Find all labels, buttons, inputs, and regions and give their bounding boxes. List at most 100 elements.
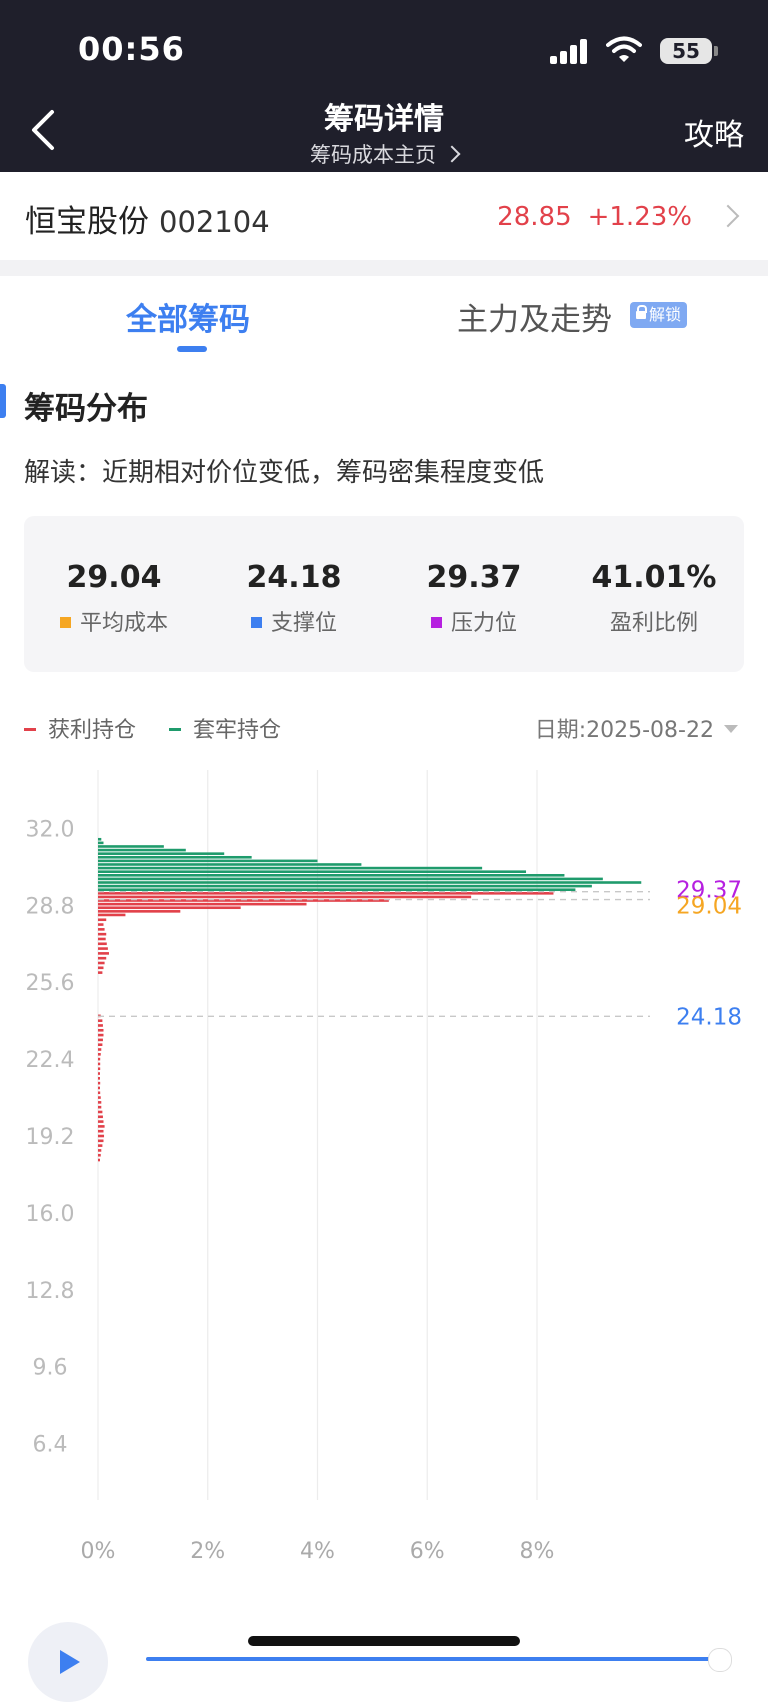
chip-bar [98,956,107,960]
top-header: 00:56 55 筹码详情 筹码成本主页 攻略 [0,0,768,172]
stat-value: 29.04 [66,560,162,595]
chip-bar [98,1086,100,1090]
reference-label: 24.18 [676,1004,742,1030]
tab-main-force-trend[interactable]: 主力及走势 [457,302,612,338]
stat-value: 24.18 [246,560,342,595]
chip-bar [98,918,107,922]
stock-row[interactable]: 恒宝股份 002104 28.85 +1.23% [0,172,768,260]
chip-bar [98,855,252,859]
stat-label: 平均成本 [79,611,168,636]
wifi-icon [606,36,642,62]
chip-bar [98,1149,102,1152]
chip-bar [98,902,307,906]
chip-bar [98,881,642,884]
chip-bar [98,942,107,946]
stock-quote: 28.85 +1.23% [497,202,692,232]
cost-homepage-label: 筹码成本主页 [310,143,436,167]
stat-support: 24.18 支撑位 [204,560,384,637]
trapped-swatch [169,727,182,731]
section-title: 筹码分布 [24,391,148,427]
y-tick-label: 32.0 [26,817,75,842]
stat-profit-ratio: 41.01% 盈利比例 [564,560,744,637]
back-icon[interactable] [26,108,60,152]
divider [0,260,768,276]
stat-average-cost: 29.04 平均成本 [24,560,204,637]
chip-bar [98,1062,101,1066]
stock-code: 002104 [159,205,270,239]
chip-bar [98,845,164,848]
x-tick-label: 8% [520,1539,555,1564]
chart-legend: 获利持仓 套牢持仓 [24,712,307,744]
caret-down-icon [724,725,738,733]
guide-link[interactable]: 攻略 [684,118,744,153]
chip-bar [98,913,126,917]
home-indicator [248,1636,520,1646]
chip-bar [98,1028,104,1032]
stock-name-block: 恒宝股份 002104 [25,196,270,241]
chip-bar [98,1153,101,1157]
chip-bar [98,1129,104,1133]
date-text: 日期:2025-08-22 [534,718,714,743]
stat-label-wrap: 压力位 [384,605,564,637]
stat-value: 29.37 [426,560,522,595]
chip-bar [98,852,225,855]
legend-label: 套牢持仓 [193,718,282,743]
chip-bar [98,971,103,974]
stock-price: 28.85 [497,202,572,232]
chip-bar [98,932,107,936]
legend-profit: 获利持仓 [24,712,136,744]
y-tick-label: 6.4 [33,1433,68,1458]
chip-bar [98,877,603,881]
unlock-badge[interactable]: 解锁 [630,302,688,328]
chip-bar [98,892,554,895]
chip-bar [98,1120,104,1123]
x-tick-label: 4% [300,1539,335,1564]
chip-bar [98,1067,101,1071]
section-marker [0,384,6,418]
tab-all-chips[interactable]: 全部筹码 [126,302,250,338]
chip-bar [98,906,241,910]
chip-bar [98,1115,103,1119]
stock-change: +1.23% [587,202,692,232]
chip-bar [98,1081,101,1085]
chip-bar [98,848,186,852]
chip-bar [98,947,108,950]
chip-bar [98,961,105,965]
stat-pressure: 29.37 压力位 [384,560,564,637]
chip-bar [98,923,104,926]
y-tick-label: 25.6 [26,971,75,996]
chip-bar [98,895,472,899]
chip-bar [98,1024,103,1027]
chip-bar [98,1033,104,1037]
chip-bar [98,1057,101,1061]
chip-bar [98,859,318,863]
chip-bar [98,841,104,845]
chip-bar [98,952,109,955]
chip-bar [98,1053,101,1056]
chip-bar [98,1077,100,1080]
progress-track[interactable] [146,1657,714,1661]
chip-bar [98,874,565,877]
unlock-label: 解锁 [649,305,682,324]
chip-bar [98,1096,101,1099]
legend-trapped: 套牢持仓 [169,712,281,744]
chip-bar [98,1125,105,1128]
stat-label-wrap: 平均成本 [24,605,204,637]
date-selector[interactable]: 日期:2025-08-22 [535,712,738,744]
chip-bar [98,1134,105,1138]
signal-icon [550,38,588,64]
chevron-right-icon [716,204,740,228]
chip-bar [98,1110,103,1114]
play-button[interactable] [28,1622,108,1702]
stats-card: 29.04 平均成本 24.18 支撑位 29.37 压力位 41.01% 盈利… [24,516,744,672]
cost-homepage-link[interactable]: 筹码成本主页 [0,139,768,169]
chip-bar [98,937,106,941]
y-tick-label: 19.2 [26,1125,75,1150]
chip-bar [98,1101,102,1104]
progress-knob[interactable] [708,1648,732,1672]
chip-bar [98,928,105,931]
page-title: 筹码详情 [324,102,444,137]
y-tick-label: 12.8 [26,1279,75,1304]
x-tick-label: 6% [410,1539,445,1564]
battery-icon: 55 [660,38,718,64]
